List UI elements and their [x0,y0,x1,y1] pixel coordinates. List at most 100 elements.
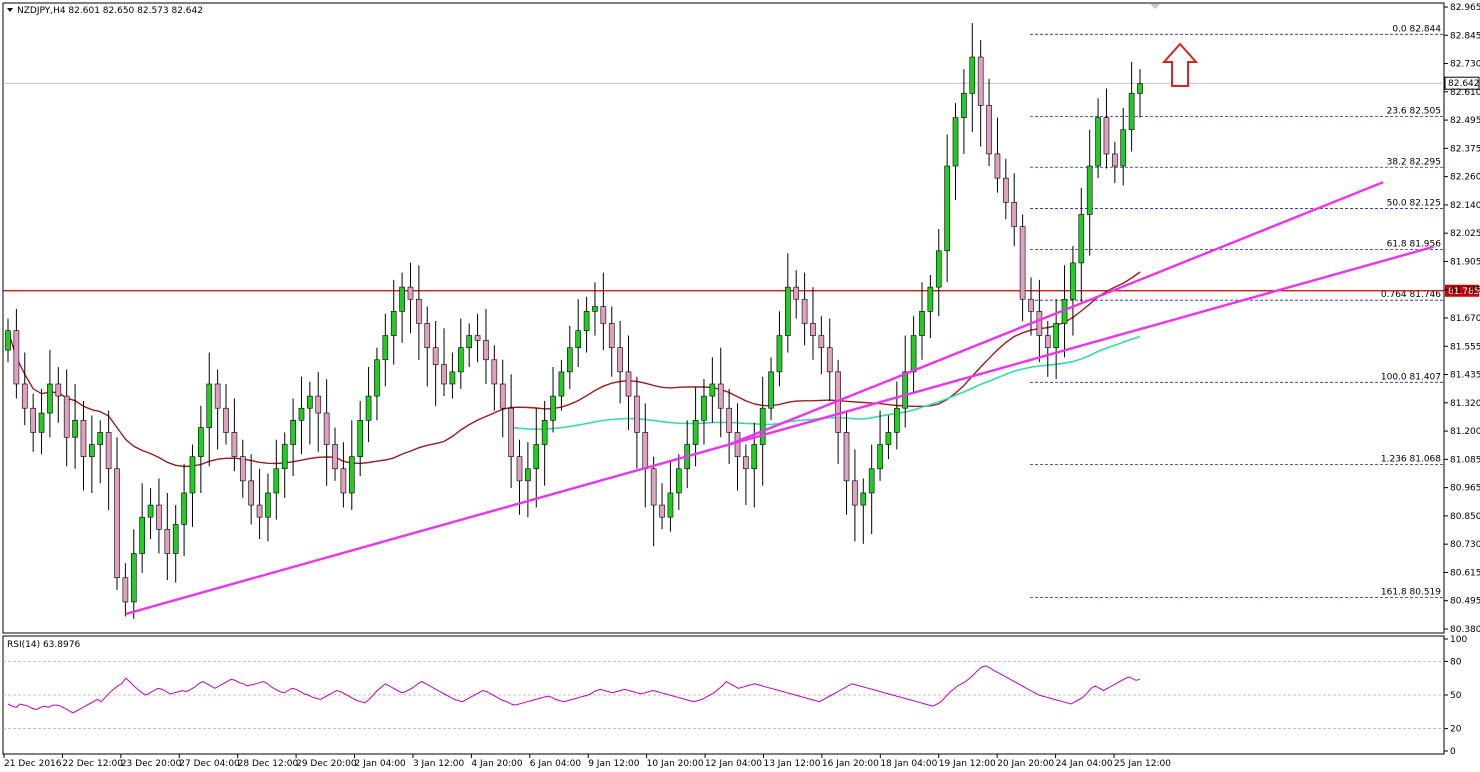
bull-candle [399,286,405,312]
current-price-label: 82.642 [1448,79,1480,89]
bear-candle [323,412,330,445]
time-tick-label: 6 Jan 04:00 [530,759,582,769]
bear-candle [826,347,833,373]
bull-candle [97,432,104,445]
symbol-info: NZDJPY,H4 82.601 82.650 82.573 82.642 [17,6,203,16]
fib-level-label: 0.0 82.844 [1392,24,1441,34]
bear-candle [734,432,741,457]
bear-candle [223,407,229,433]
bull-candle [1095,117,1101,167]
bear-candle [55,383,62,397]
bull-candle [281,444,288,470]
bull-candle [365,395,372,421]
bear-candle [659,504,665,518]
bull-candle [868,468,875,494]
time-tick-label: 16 Jan 20:00 [822,759,879,769]
price-tick-label: 81.785 [1450,286,1480,296]
bear-candle [625,371,632,397]
bear-candle [608,323,615,348]
bear-candle [63,395,70,438]
current-price-tag [1444,76,1480,90]
bear-candle [717,383,724,409]
price-tick-label: 82.260 [1450,173,1480,183]
candles [5,23,1143,619]
rsi-label: RSI(14) 63.8976 [7,640,80,650]
bear-candle [617,347,623,373]
bear-candle [1019,226,1026,300]
bull-candle [206,383,213,428]
bear-candle [441,364,447,385]
bull-candle [374,359,380,397]
bear-candle [491,359,498,385]
bear-candle [743,456,749,470]
bull-candle [1120,129,1127,167]
price-tick-label: 81.905 [1450,257,1480,267]
bull-candle [566,347,573,373]
fib-level-label: 50.0 82.125 [1387,198,1441,208]
bear-candle [416,298,422,324]
price-tick-label: 81.555 [1450,342,1480,352]
resistance-price-tag [1445,284,1479,297]
bull-candle [348,456,355,494]
bull-candle [927,286,934,312]
short-term-support-trend-line [728,181,1384,446]
bear-candle [21,383,28,409]
bull-candle [944,165,950,252]
price-tick-label: 82.730 [1450,60,1480,70]
bull-candle [466,335,473,348]
bull-candle [575,330,582,348]
time-tick-label: 24 Jan 04:00 [1056,759,1113,769]
resistance-price-label: 81.785 [1448,287,1480,297]
bull-candle [776,335,783,373]
bear-candle [499,383,506,409]
bear-candle [634,395,640,433]
rsi-tick-label: 20 [1450,725,1462,735]
bull-candle [952,117,959,167]
bear-candle [30,407,36,433]
bull-candle [701,395,707,421]
fib-level-label: 23.6 82.505 [1387,106,1441,116]
bear-candle [600,306,607,324]
time-tick-label: 4 Jan 20:00 [471,759,523,769]
rsi-tick-label: 0 [1450,747,1456,757]
bull-candle [969,56,976,94]
bull-candle [265,492,271,518]
bull-candle [457,347,464,373]
long-term-support-trend-line [125,245,1434,616]
bear-candle [214,383,221,409]
bull-candle [1137,83,1143,94]
bear-candle [105,432,112,470]
bear-candle [516,456,523,482]
price-axis: 82.965 82.845 82.730 82.610 82.495 82.375 82.2… [1444,3,1480,635]
time-tick-label: 3 Jan 12:00 [413,759,465,769]
bull-candle [298,407,305,421]
bull-candle [751,444,758,470]
fibonacci-retracement: 0.0 82.844 23.6 82.505 38.2 82.295 50.0 82.… [1030,24,1444,598]
bull-candle [692,420,699,445]
bear-candle [1112,153,1118,167]
time-tick-label: 9 Jan 12:00 [588,759,640,769]
price-tick-label: 82.610 [1450,88,1480,98]
bear-candle [432,347,439,365]
bear-candle [164,528,171,554]
bear-candle [1036,311,1043,336]
bear-candle [1003,177,1009,203]
bear-candle [642,432,649,470]
time-tick-label: 22 Dec 12:00 [62,759,123,769]
bull-candle [558,371,565,397]
bull-candle [449,371,456,385]
bull-candle [709,383,716,397]
price-tick-label: 82.140 [1450,201,1480,211]
chart-shift-marker-icon[interactable] [1150,4,1160,9]
bear-candle [1028,298,1034,312]
bull-candle [38,412,45,433]
dropdown-triangle-icon[interactable] [7,8,13,12]
bear-candle [340,468,347,494]
bear-candle [793,286,800,300]
fib-level-label: 38.2 82.295 [1387,157,1441,167]
fib-level-label: 61.8 81.956 [1387,239,1442,249]
price-tick-label: 82.025 [1450,229,1480,239]
time-tick-label: 29 Dec 20:00 [296,759,357,769]
